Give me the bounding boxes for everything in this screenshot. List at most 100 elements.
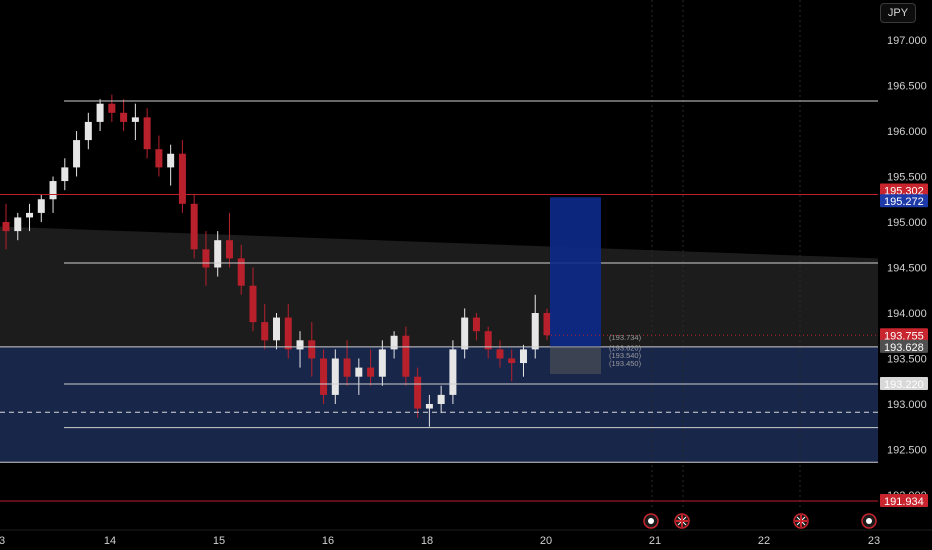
- long-position-stop[interactable]: [550, 346, 601, 374]
- candle[interactable]: [402, 326, 410, 386]
- price-tag-bg: [880, 494, 928, 508]
- candle[interactable]: [167, 144, 175, 186]
- candle[interactable]: [214, 231, 222, 277]
- price-axis-label: 193.000: [887, 399, 927, 411]
- candle-body: [449, 349, 457, 395]
- currency-button[interactable]: JPY: [880, 3, 916, 23]
- candle[interactable]: [2, 203, 10, 250]
- candle-body: [508, 358, 516, 364]
- price-axis-label: 196.000: [887, 126, 927, 138]
- candle-body: [202, 249, 210, 268]
- candle[interactable]: [155, 135, 163, 177]
- time-axis-label: 23: [868, 535, 880, 547]
- candle[interactable]: [449, 340, 457, 404]
- candle[interactable]: [308, 322, 316, 377]
- candle[interactable]: [484, 326, 492, 359]
- candle[interactable]: [26, 203, 34, 232]
- candle-body: [155, 149, 163, 168]
- time-axis-label: 18: [421, 535, 433, 547]
- candle[interactable]: [73, 131, 81, 177]
- demand-zone[interactable]: [0, 346, 878, 463]
- candle[interactable]: [472, 313, 480, 341]
- price-axis-label: 197.000: [887, 35, 927, 47]
- price-tag-text: 195.272: [884, 196, 924, 208]
- candle[interactable]: [37, 194, 45, 222]
- candle[interactable]: [261, 303, 269, 350]
- candle-body: [49, 181, 57, 200]
- candle[interactable]: [508, 349, 516, 382]
- candle-body: [296, 340, 304, 350]
- candle[interactable]: [202, 231, 210, 286]
- candle-body: [414, 376, 422, 409]
- candle[interactable]: [331, 349, 339, 404]
- candle[interactable]: [284, 303, 292, 359]
- candle[interactable]: [237, 244, 245, 295]
- candle[interactable]: [273, 313, 280, 350]
- candle[interactable]: [96, 99, 104, 131]
- candles-layer: [2, 94, 551, 427]
- candle-body: [120, 112, 128, 122]
- candle-body: [96, 103, 104, 122]
- candle-body: [167, 153, 175, 168]
- time-axis-label: 22: [758, 535, 770, 547]
- price-axis-label: 194.500: [887, 263, 927, 275]
- long-position-target[interactable]: [550, 197, 601, 347]
- candle[interactable]: [108, 94, 116, 122]
- time-axis-label: 14: [104, 535, 116, 547]
- candle-body: [273, 317, 280, 341]
- candle-body: [461, 317, 469, 350]
- uk-flag-icon[interactable]: [674, 513, 690, 529]
- candle[interactable]: [531, 294, 539, 359]
- position-label: (193.734): [609, 333, 642, 342]
- time-axis-label: 3: [0, 535, 5, 547]
- chart-background-layer: [0, 0, 878, 510]
- price-tag: 193.220: [880, 376, 928, 391]
- candle[interactable]: [14, 212, 22, 241]
- candle[interactable]: [61, 158, 69, 191]
- candle[interactable]: [437, 385, 445, 414]
- price-tag-text: 193.755: [884, 330, 924, 342]
- candle-body: [367, 367, 375, 377]
- candle-body: [2, 222, 10, 232]
- candle-body: [472, 317, 480, 332]
- candle-body: [261, 322, 269, 341]
- candle-body: [237, 258, 245, 286]
- candle[interactable]: [367, 349, 375, 386]
- candle-body: [390, 335, 398, 350]
- candle[interactable]: [178, 140, 186, 213]
- price-tag-bg: [880, 194, 928, 208]
- candle-body: [225, 240, 233, 259]
- candle[interactable]: [320, 349, 328, 404]
- candle[interactable]: [378, 340, 386, 386]
- candle[interactable]: [131, 103, 139, 141]
- event-dot: [866, 518, 872, 524]
- candle-body: [249, 285, 257, 323]
- price-axis-label: 192.500: [887, 445, 927, 457]
- candle[interactable]: [225, 212, 233, 268]
- candle[interactable]: [461, 308, 469, 359]
- candle[interactable]: [343, 340, 351, 386]
- price-tag-bg: [880, 339, 928, 353]
- candle[interactable]: [296, 331, 304, 368]
- candle-body: [402, 335, 410, 377]
- uk-flag-icon[interactable]: [793, 513, 809, 529]
- candle-body: [37, 199, 45, 213]
- event-icon[interactable]: [643, 513, 659, 529]
- candle[interactable]: [390, 331, 398, 359]
- candle-body: [308, 340, 316, 359]
- candle[interactable]: [425, 394, 433, 427]
- candle[interactable]: [249, 267, 257, 332]
- candle[interactable]: [414, 367, 422, 418]
- event-icon[interactable]: [861, 513, 877, 529]
- candle[interactable]: [496, 340, 504, 368]
- candle-body: [543, 313, 551, 336]
- candle-body: [214, 240, 222, 268]
- candle[interactable]: [355, 358, 363, 395]
- candle[interactable]: [190, 194, 198, 259]
- candle[interactable]: [519, 344, 527, 377]
- candle[interactable]: [120, 99, 128, 131]
- price-tag-bg: [880, 376, 928, 390]
- candle[interactable]: [84, 112, 92, 150]
- candle[interactable]: [143, 108, 151, 159]
